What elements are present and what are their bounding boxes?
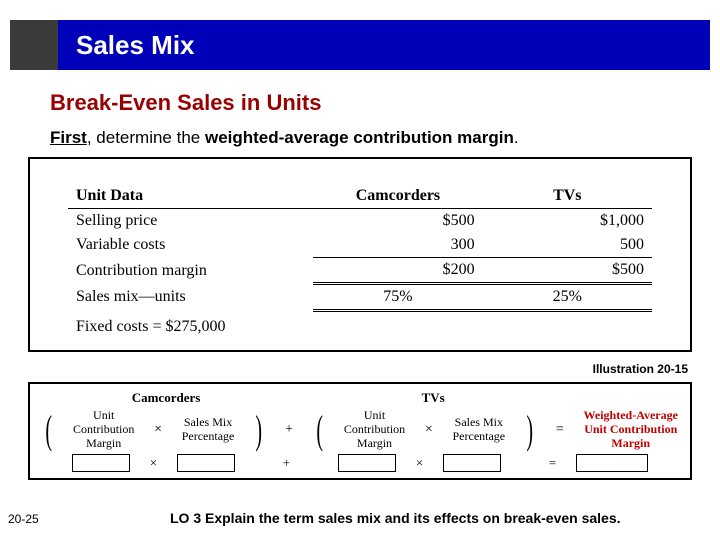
paren-open: ( (45, 414, 52, 446)
body-text: First, determine the weighted-average co… (50, 128, 519, 148)
blank-field[interactable] (72, 454, 130, 472)
cell: 300 (313, 233, 482, 258)
times-op: × (148, 455, 159, 471)
blank-field[interactable] (576, 454, 648, 472)
plus-op: + (281, 455, 292, 471)
table-row: Fixed costs = $275,000 (68, 311, 652, 340)
cell: $1,000 (483, 209, 652, 234)
section-heading: Break-Even Sales in Units (50, 90, 321, 116)
learning-objective: LO 3 Explain the term sales mix and its … (170, 510, 712, 526)
title-bar: Sales Mix (10, 20, 710, 70)
row-label: Sales mix—units (68, 284, 313, 311)
table-header-row: Unit Data Camcorders TVs (68, 187, 652, 209)
table: Unit Data Camcorders TVs Selling price $… (68, 187, 652, 339)
formula-terms-row: ( UnitContributionMargin × Sales MixPerc… (42, 409, 678, 450)
group-label: Camcorders (42, 390, 290, 406)
group-label: TVs (315, 390, 550, 406)
page-number: 20-25 (8, 512, 39, 526)
body-mid: , determine the (87, 128, 205, 147)
col-header: Unit Data (68, 187, 313, 209)
slide-title: Sales Mix (76, 30, 195, 61)
times-op: × (414, 455, 425, 471)
equals-op: = (554, 422, 566, 438)
blank-field[interactable] (177, 454, 235, 472)
formula-blanks-row: × + × = (42, 454, 678, 472)
term-smp: Sales MixPercentage (453, 416, 506, 444)
term-ucm: UnitContributionMargin (344, 409, 405, 450)
formula-group-labels: Camcorders TVs (42, 390, 678, 406)
blank-field[interactable] (443, 454, 501, 472)
col-header: TVs (483, 187, 652, 209)
equals-op: = (547, 455, 558, 471)
row-label: Variable costs (68, 233, 313, 258)
cell: 500 (483, 233, 652, 258)
cell: $500 (483, 258, 652, 284)
cell: 25% (483, 284, 652, 311)
term-smp: Sales MixPercentage (182, 416, 235, 444)
cell: $200 (313, 258, 482, 284)
formula-box: Camcorders TVs ( UnitContributionMargin … (28, 382, 692, 480)
col-header: Camcorders (313, 187, 482, 209)
table-row: Variable costs 300 500 (68, 233, 652, 258)
title-accent-block (10, 20, 58, 70)
unit-data-table: Unit Data Camcorders TVs Selling price $… (28, 157, 692, 352)
illustration-label: Illustration 20-15 (593, 362, 688, 376)
row-label: Contribution margin (68, 258, 313, 284)
cell: $500 (313, 209, 482, 234)
row-label: Selling price (68, 209, 313, 234)
paren-open: ( (316, 414, 323, 446)
fixed-costs-label: Fixed costs = $275,000 (68, 311, 652, 340)
body-tail: . (514, 128, 519, 147)
blank-field[interactable] (338, 454, 396, 472)
table-row: Selling price $500 $1,000 (68, 209, 652, 234)
term-result: Weighted-AverageUnit ContributionMargin (584, 409, 678, 450)
plus-op: + (283, 422, 295, 438)
cell: 75% (313, 284, 482, 311)
paren-close: ) (255, 414, 262, 446)
times-op: × (423, 422, 435, 438)
lead-word: First (50, 128, 87, 147)
term-ucm: UnitContributionMargin (73, 409, 134, 450)
table-row: Contribution margin $200 $500 (68, 258, 652, 284)
table-row: Sales mix—units 75% 25% (68, 284, 652, 311)
body-bold: weighted-average contribution margin (205, 128, 514, 147)
times-op: × (152, 422, 164, 438)
paren-close: ) (526, 414, 533, 446)
